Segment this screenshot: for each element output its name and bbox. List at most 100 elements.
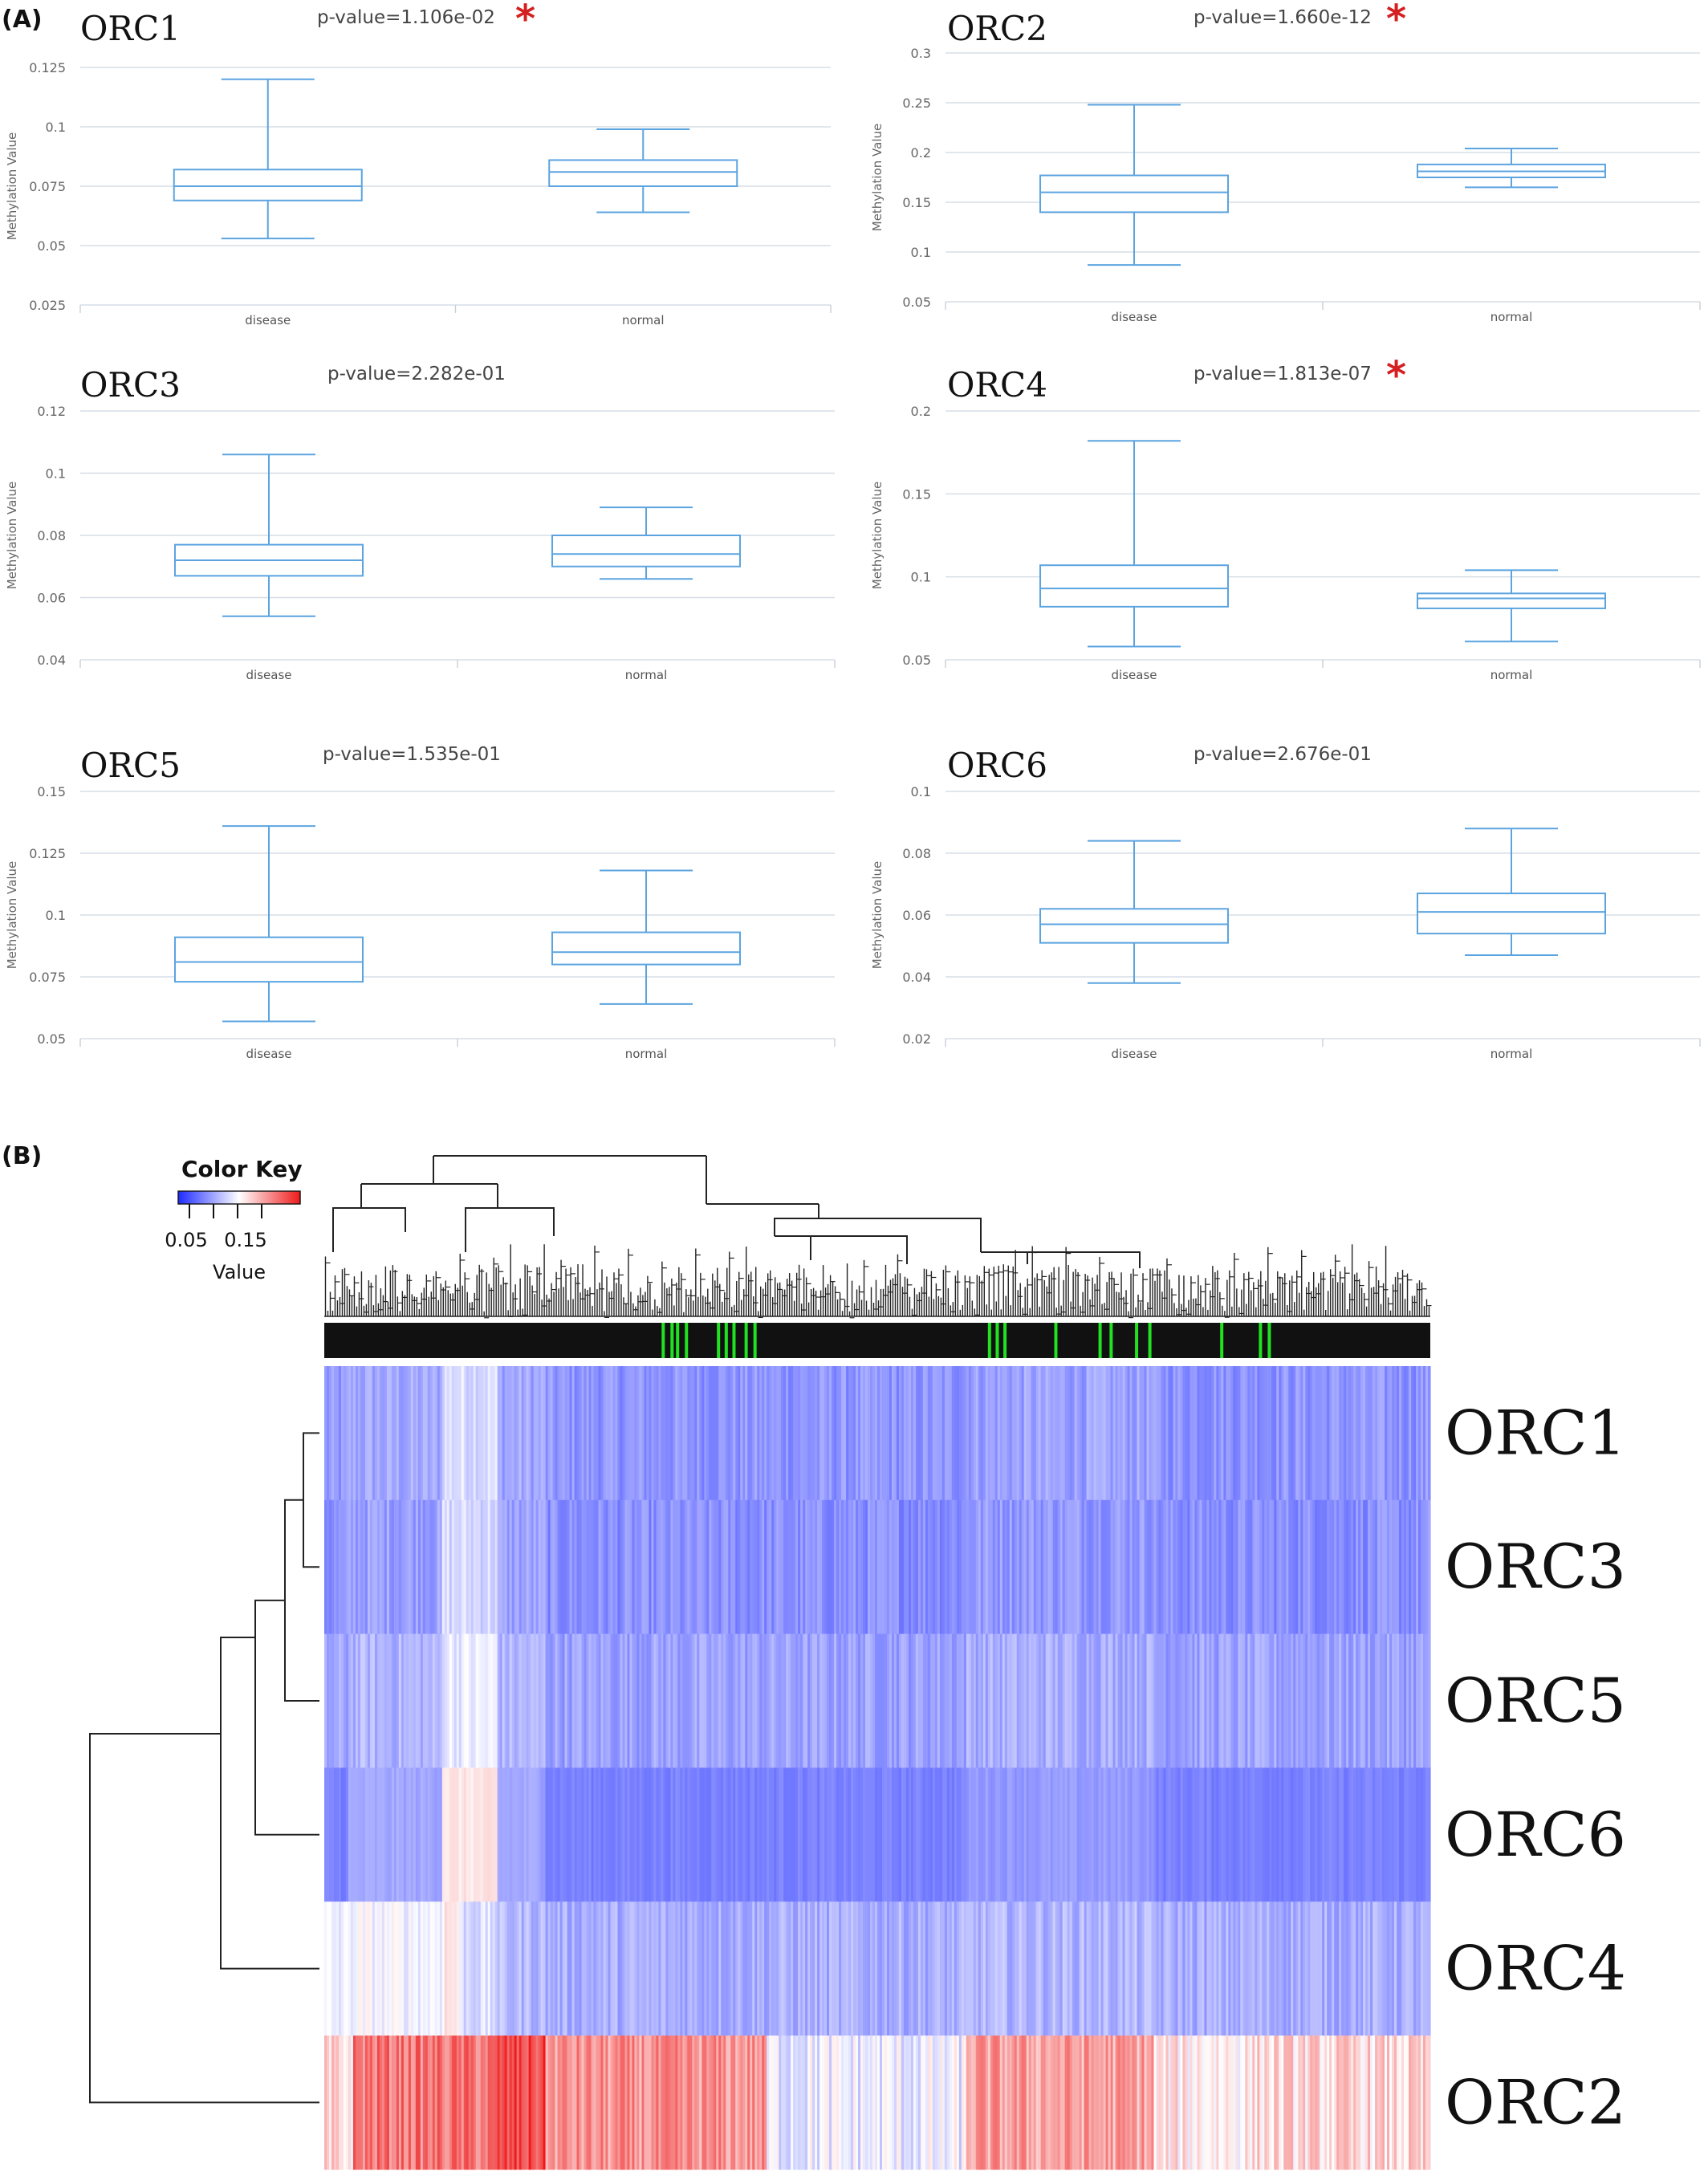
heatmap-cell — [1137, 1633, 1141, 1768]
heatmap-cell — [803, 1499, 806, 1634]
heatmap-cell — [905, 1366, 909, 1501]
heatmap-cell — [1394, 1901, 1397, 2036]
heatmap-cell — [889, 1767, 893, 1902]
heatmap-cell — [1298, 1499, 1301, 1634]
heatmap-cell — [444, 1366, 448, 1501]
heatmap-cell — [1045, 2036, 1049, 2170]
heatmap-cell — [603, 2036, 607, 2170]
heatmap-cell — [997, 1366, 1001, 1501]
y-tick-label: 0.05 — [902, 295, 931, 310]
heatmap-cell — [980, 1633, 984, 1768]
heatmap-cell — [1064, 1366, 1068, 1501]
heatmap-cell — [824, 1633, 828, 1768]
heatmap-cell — [1226, 1901, 1229, 2036]
heatmap-cell — [591, 2036, 595, 2170]
heatmap-cell — [1004, 1366, 1008, 1501]
heatmap-cell — [661, 1366, 664, 1501]
heatmap-cell — [1187, 1767, 1191, 1902]
heatmap-cell — [1014, 1767, 1018, 1902]
heatmap-cell — [425, 1901, 429, 2036]
heatmap-cell — [1310, 1499, 1313, 1634]
heatmap-cell — [490, 1767, 494, 1902]
heatmap-cell — [473, 1767, 477, 1902]
heatmap-cell — [1336, 1901, 1340, 2036]
heatmap-cell — [348, 1901, 352, 2036]
heatmap-cell — [949, 1633, 953, 1768]
heatmap-cell — [620, 1767, 624, 1902]
heatmap-cell — [714, 1901, 717, 2036]
heatmap-cell — [552, 1633, 556, 1768]
heatmap-cell — [1158, 1499, 1162, 1634]
heatmap-cell — [1421, 1366, 1424, 1501]
heatmap-cell — [1074, 1366, 1078, 1501]
heatmap-cell — [1286, 2036, 1289, 2170]
heatmap-cell — [985, 1633, 989, 1768]
heatmap-cell — [598, 1633, 602, 1768]
heatmap-cell — [376, 1767, 380, 1902]
heatmap-cell — [466, 1901, 470, 2036]
heatmap-cell — [620, 2036, 624, 2170]
heatmap-cell — [612, 2036, 616, 2170]
heatmap-cell — [396, 1366, 400, 1501]
heatmap-cell — [1365, 1633, 1368, 1768]
heatmap-cell — [973, 1633, 977, 1768]
heatmap-cell — [603, 1366, 607, 1501]
heatmap-cell — [927, 2036, 931, 2170]
heatmap-cell — [901, 1767, 905, 1902]
heatmap-cell — [863, 1366, 866, 1501]
heatmap-cell — [1353, 1366, 1356, 1501]
heatmap-cell — [593, 1633, 597, 1768]
heatmap-cell — [1069, 2036, 1073, 2170]
heatmap-cell — [1259, 1366, 1263, 1501]
heatmap-cell — [403, 2036, 407, 2170]
heatmap-cell — [470, 2036, 474, 2170]
heatmap-cell — [658, 1499, 661, 1634]
heatmap-cell — [1245, 2036, 1248, 2170]
heatmap-cell — [886, 1767, 890, 1902]
heatmap-cell — [1088, 2036, 1092, 2170]
heatmap-cell — [1271, 1767, 1275, 1902]
heatmap-cell — [1141, 1901, 1145, 2036]
y-tick-label: 0.04 — [37, 653, 66, 668]
heatmap-cell — [956, 1633, 960, 1768]
heatmap-cell — [451, 2036, 455, 2170]
heatmap-cell — [552, 2036, 556, 2170]
heatmap-cell — [884, 2036, 888, 2170]
heatmap-cell — [1336, 1633, 1340, 1768]
heatmap-cell — [1021, 1499, 1025, 1634]
heatmap-cell — [547, 1633, 551, 1768]
heatmap-cell — [1161, 1366, 1165, 1501]
heatmap-cell — [364, 2036, 368, 2170]
heatmap-cell — [834, 1767, 837, 1902]
heatmap-cell — [889, 1633, 893, 1768]
heatmap-cell — [853, 1499, 856, 1634]
heatmap-cell — [1074, 1499, 1078, 1634]
heatmap-cell — [1341, 1366, 1344, 1501]
heatmap-cell — [1120, 2036, 1124, 2170]
heatmap-cell — [1202, 1901, 1206, 2036]
heatmap-cell — [726, 1901, 729, 2036]
heatmap-cell — [434, 2036, 438, 2170]
heatmap-cell — [605, 1366, 609, 1501]
heatmap-cell — [581, 1499, 585, 1634]
heatmap-cell — [439, 1499, 443, 1634]
heatmap-cell — [1329, 2036, 1332, 2170]
heatmap-cell — [526, 1499, 530, 1634]
heatmap-cell — [958, 1633, 962, 1768]
heatmap-cell — [538, 1767, 542, 1902]
heatmap-cell — [504, 1633, 508, 1768]
heatmap-cell — [1339, 2036, 1342, 2170]
heatmap-cell — [915, 2036, 919, 2170]
heatmap-cell — [1298, 2036, 1301, 2170]
heatmap-cell — [478, 2036, 482, 2170]
heatmap-cell — [410, 1366, 414, 1501]
heatmap-cell — [1122, 1499, 1126, 1634]
heatmap-cell — [487, 1499, 491, 1634]
heatmap-cell — [1182, 1767, 1186, 1902]
heatmap-cell — [795, 1499, 799, 1634]
heatmap-cell — [1197, 1767, 1201, 1902]
heatmap-cell — [1298, 1633, 1301, 1768]
heatmap-cell — [1156, 1633, 1160, 1768]
heatmap-cell — [913, 1633, 917, 1768]
heatmap-cell — [868, 1499, 871, 1634]
